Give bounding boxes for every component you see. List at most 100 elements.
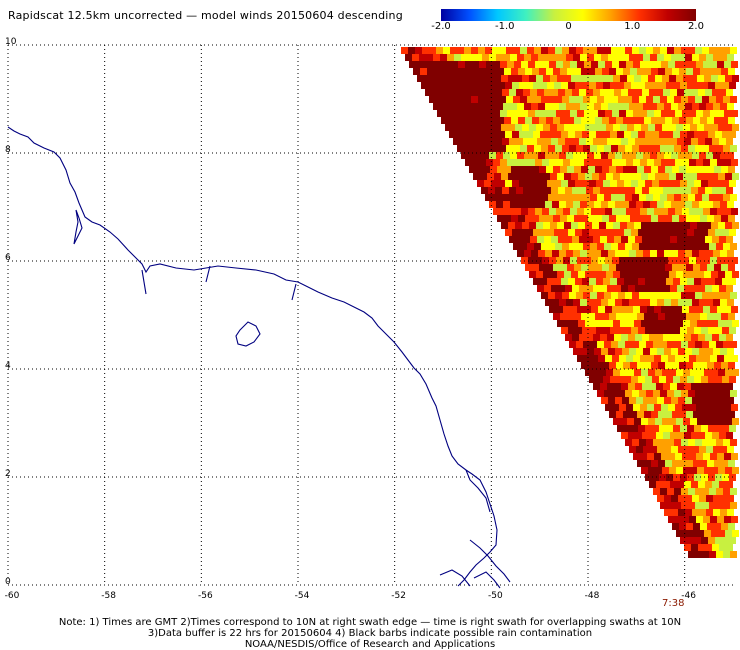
- swath-cell: [644, 313, 651, 320]
- swath-cell: [700, 460, 707, 467]
- swath-cell: [652, 229, 659, 236]
- swath-cell: [586, 138, 593, 145]
- swath-cell: [712, 187, 719, 194]
- swath-cell: [584, 257, 591, 264]
- swath-cell: [708, 376, 715, 383]
- swath-cell: [667, 502, 674, 509]
- swath-cell: [657, 152, 664, 159]
- swath-cell: [629, 54, 636, 61]
- swath-cell: [668, 208, 675, 215]
- swath-cell: [586, 236, 593, 243]
- swath-cell: [417, 75, 424, 82]
- swath-cell: [688, 96, 695, 103]
- swath-cell: [671, 201, 678, 208]
- swath-cell: [568, 327, 575, 334]
- swath-cell: [692, 509, 699, 516]
- swath-cell: [664, 54, 671, 61]
- swath-cell: [660, 488, 667, 495]
- swath-cell: [693, 313, 700, 320]
- swath-cell: [624, 82, 631, 89]
- y-tick-label: 0: [5, 577, 11, 587]
- swath-cell: [683, 418, 690, 425]
- swath-cell: [608, 397, 615, 404]
- swath-cell: [530, 89, 537, 96]
- x-tick-label: -50: [487, 591, 503, 601]
- swath-cell: [679, 460, 686, 467]
- swath-cell: [711, 75, 718, 82]
- swath-cell: [694, 278, 701, 285]
- swath-cell: [527, 47, 534, 54]
- swath-cell: [688, 390, 695, 397]
- swath-cell: [597, 243, 604, 250]
- swath-cell: [702, 145, 709, 152]
- swath-cell: [576, 341, 583, 348]
- swath-cell: [508, 222, 515, 229]
- swath-cell: [655, 222, 662, 229]
- swath-cell: [639, 243, 646, 250]
- swath-cell: [704, 124, 711, 131]
- swath-cell: [609, 264, 616, 271]
- swath-cell: [610, 131, 617, 138]
- swath-cell: [681, 341, 688, 348]
- swath-cell: [619, 306, 626, 313]
- swath-cell: [616, 68, 623, 75]
- swath-cell: [685, 397, 692, 404]
- swath-cell: [721, 264, 728, 271]
- x-tick-label: -52: [391, 591, 407, 601]
- swath-cell: [546, 117, 553, 124]
- swath-cell: [699, 495, 706, 502]
- swath-cell: [614, 89, 621, 96]
- swath-cell: [561, 278, 568, 285]
- swath-cell: [519, 229, 526, 236]
- swath-cell: [453, 138, 460, 145]
- swath-cell: [584, 208, 591, 215]
- swath-cell: [690, 320, 697, 327]
- swath-cell: [641, 418, 648, 425]
- swath-cell: [702, 551, 709, 558]
- swath-cell: [545, 250, 552, 257]
- swath-cell: [586, 285, 593, 292]
- swath-cell: [569, 47, 576, 54]
- swath-cell: [629, 299, 636, 306]
- swath-cell: [611, 243, 618, 250]
- swath-cell: [546, 166, 553, 173]
- swath-cell: [684, 481, 691, 488]
- swath-cell: [627, 75, 634, 82]
- swath-cell: [689, 516, 696, 523]
- swath-cell: [588, 117, 595, 124]
- swath-cell: [727, 509, 734, 516]
- swath-cell: [538, 250, 545, 257]
- swath-cell: [678, 201, 685, 208]
- swath-cell: [623, 411, 630, 418]
- swath-cell: [655, 418, 662, 425]
- swath-cell: [525, 264, 532, 271]
- swath-cell: [727, 348, 734, 355]
- swath-cell: [590, 47, 597, 54]
- swath-cell: [637, 362, 644, 369]
- swath-cell: [682, 306, 689, 313]
- swath-cell: [610, 278, 617, 285]
- swath-cell: [715, 229, 722, 236]
- swath-cell: [688, 439, 695, 446]
- swath-cell: [630, 362, 637, 369]
- swath-layer: [401, 47, 739, 558]
- swath-cell: [599, 75, 606, 82]
- swath-cell: [459, 124, 466, 131]
- swath-cell: [728, 68, 735, 75]
- colorbar-tick-label: 2.0: [688, 21, 704, 32]
- swath-cell: [728, 362, 735, 369]
- swath-cell: [659, 180, 666, 187]
- swath-cell: [718, 530, 725, 537]
- swath-cell: [574, 313, 581, 320]
- swath-cell: [566, 250, 573, 257]
- swath-cell: [680, 180, 687, 187]
- swath-cell: [586, 334, 593, 341]
- swath-cell: [674, 47, 681, 54]
- swath-cell: [709, 145, 716, 152]
- swath-cell: [654, 453, 661, 460]
- swath-cell: [706, 103, 713, 110]
- swath-cell: [718, 222, 725, 229]
- swath-cell: [553, 215, 560, 222]
- swath-cell: [651, 362, 658, 369]
- swath-cell: [708, 474, 715, 481]
